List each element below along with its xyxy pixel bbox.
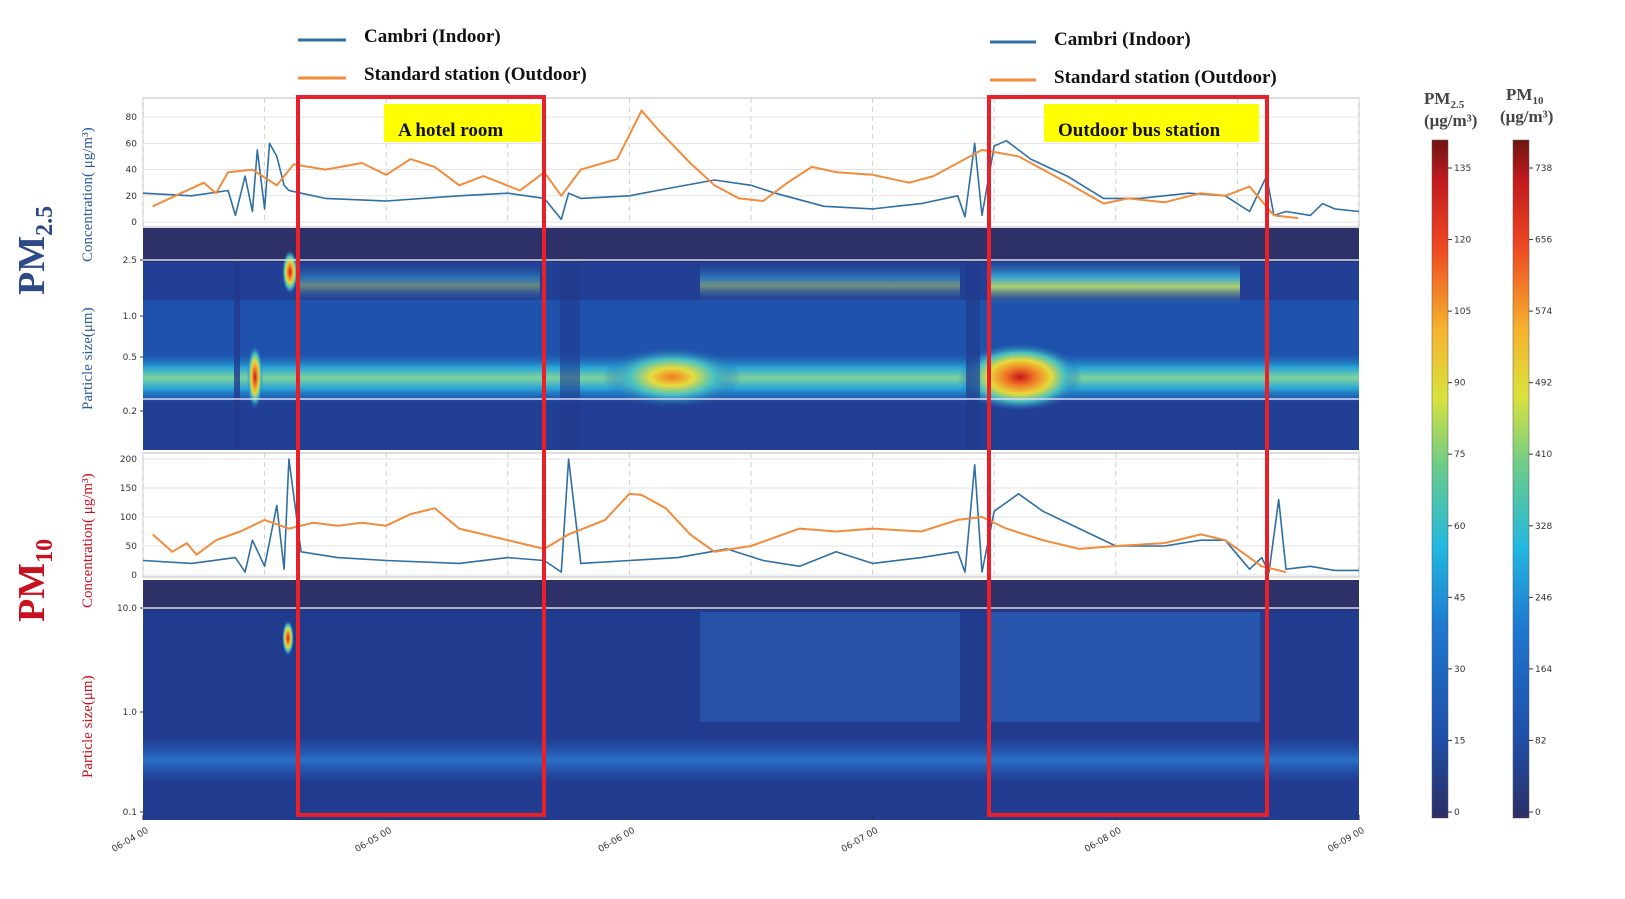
legend-left-outdoor-label: Standard station (Outdoor)	[364, 64, 587, 85]
legend-right: Cambri (Indoor) Standard station (Outdoo…	[990, 29, 1277, 88]
pm25-heatmap-dark-strip-1	[234, 262, 240, 450]
pm25-colorbar-tick-label: 105	[1454, 307, 1471, 317]
pm25-colorbar-tick-label: 30	[1454, 665, 1466, 675]
pm10-colorbar-gradient	[1512, 139, 1530, 819]
pm25-colorbar-tick-label: 120	[1454, 236, 1471, 246]
x-tick-label: 06-06 00	[597, 826, 637, 855]
pm10-heatmap-lowband	[143, 735, 1359, 785]
hotel-highlight-box	[296, 95, 546, 817]
pm25-size-ylabel: Particle size(μm)	[80, 307, 96, 410]
pm10-colorbar-title: PM10	[1506, 85, 1544, 107]
pm10-heatmap-ytick-label: 1.0	[123, 708, 138, 718]
pm25-heatmap-ytick-label: 0.2	[123, 407, 137, 417]
pm10-heatmap-ytick-label: 0.1	[123, 808, 137, 818]
pm25-heatmap-hotspot-day2	[602, 347, 742, 407]
pm25-colorbar-tick-label: 75	[1454, 450, 1465, 460]
pm10-colorbar-tick-label: 328	[1535, 522, 1552, 532]
pm10-colorbar-tick-label: 492	[1535, 379, 1552, 389]
pm10-conc-ytick-label: 200	[120, 455, 137, 465]
x-axis-ticks: 06-04 00 06-05 00 06-06 00 06-07 00 06-08 00…	[110, 815, 1367, 855]
pm25-colorbar-gradient	[1431, 139, 1449, 819]
pm25-colorbar-tick-label: 90	[1454, 379, 1466, 389]
x-tick-label: 06-09 00	[1326, 826, 1366, 855]
pm25-heatmap-topband-mid	[700, 262, 960, 302]
pm10-conc-ylabel: Concentration( μg/m³)	[80, 473, 96, 608]
x-tick-label: 06-05 00	[354, 826, 394, 855]
pm25-conc-ytick-label: 20	[126, 192, 138, 202]
pm10-conc-ytick-label: 0	[131, 571, 137, 581]
pm25-colorbar-tick-label: 45	[1454, 593, 1465, 603]
pm10-heatmap-yticks: 0.1 1.0 10.0	[117, 604, 143, 818]
legend-right-indoor-label: Cambri (Indoor)	[1054, 29, 1191, 50]
pm10-conc-lines	[142, 458, 1359, 574]
pm25-heatmap-ytick-label: 1.0	[123, 312, 138, 322]
pm25-heatmap-dark-strip-2	[560, 262, 580, 450]
pm10-colorbar-tick-label: 0	[1535, 808, 1541, 818]
pm10-colorbar-tick-label: 574	[1535, 307, 1552, 317]
pm25-heatmap-hotspot-early	[247, 345, 263, 409]
pm25-heatmap-topband-right	[990, 258, 1240, 306]
bus-annotation-label: Outdoor bus station	[1058, 120, 1221, 141]
pm10-heatmap-noise-right	[990, 612, 1260, 722]
pm25-heatmap-hotspot-early2	[282, 250, 298, 294]
pm10-conc-ytick-label: 50	[126, 542, 138, 552]
pm25-heatmap-ytick-label: 0.5	[123, 353, 137, 363]
hotel-annotation-bg	[384, 104, 541, 142]
pm25-heatmap-topband-left	[300, 262, 540, 302]
pm25-colorbar-tick-label: 135	[1454, 164, 1471, 174]
pm10-colorbar-tick-label: 82	[1535, 736, 1546, 746]
pm10-colorbar-tick-label: 656	[1535, 236, 1552, 246]
pm10-heatmap-hotspot-early	[282, 620, 294, 656]
pm25-conc-lines	[142, 109, 1360, 221]
x-tick-label: 06-07 00	[840, 826, 880, 855]
pm10-heatmap-ytick-label: 10.0	[117, 604, 137, 614]
pm10-size-ylabel: Particle size(μm)	[80, 675, 96, 778]
pm25-heatmap-dark-strip-3	[966, 262, 980, 450]
pm25-colorbar-unit: (μg/m³)	[1424, 111, 1477, 130]
pm25-conc-ytick-label: 60	[126, 139, 138, 149]
pm25-heatmap-panel: 0.2 0.5 1.0 2.5	[123, 228, 1359, 450]
pm10-heatmap-panel: 0.1 1.0 10.0	[117, 580, 1359, 820]
pm10-conc-ytick-label: 150	[120, 484, 137, 494]
pm25-conc-yticks: 0 20 40 60 80	[126, 113, 138, 228]
pm25-heatmap-ytick-label: 2.5	[123, 256, 137, 266]
pm25-colorbar-title: PM2.5	[1424, 89, 1465, 111]
pm10-conc-series-indoor	[142, 458, 1359, 573]
bus-annotation-bg	[1044, 104, 1259, 142]
pm25-heatmap-yticks: 0.2 0.5 1.0 2.5	[123, 256, 143, 417]
x-tick-label: 06-04 00	[110, 826, 150, 855]
pm10-colorbar-ticks: 738 656 574 492 410 328 246 164 82 0	[1529, 164, 1552, 818]
pm25-heatmap-lowband	[143, 352, 1359, 404]
hotel-annotation-label: A hotel room	[398, 120, 503, 141]
pm10-conc-series-outdoor	[152, 492, 1287, 574]
pm25-conc-ylabel: Concentration( μg/m³)	[80, 127, 96, 262]
pm25-row-label: PM2.5	[11, 206, 58, 295]
pm25-colorbar-tick-label: 60	[1454, 522, 1466, 532]
pm25-colorbar: PM2.5 (μg/m³) 135 120 105 90 75 60 45 30 15 0	[1424, 89, 1477, 819]
pm25-conc-series-outdoor	[152, 109, 1299, 220]
pm10-colorbar-tick-label: 246	[1535, 593, 1552, 603]
pm10-conc-ytick-label: 100	[120, 513, 137, 523]
pm10-colorbar-tick-label: 410	[1535, 450, 1552, 460]
pm25-colorbar-tick-label: 0	[1454, 808, 1460, 818]
pm25-conc-ytick-label: 80	[126, 113, 138, 123]
bus-highlight-box	[987, 95, 1269, 817]
pm10-row-label: PM10	[11, 539, 58, 622]
pm10-heatmap-noise-mid	[700, 612, 960, 722]
pm10-colorbar: PM10 (μg/m³) 738 656 574 492 410 328 246 164 82 0	[1500, 85, 1553, 819]
pm25-conc-ytick-label: 40	[126, 166, 138, 176]
pm10-conc-panel: 0 50 100 150 200	[120, 452, 1360, 581]
pm10-conc-yticks: 0 50 100 150 200	[120, 455, 137, 581]
legend-left: Cambri (Indoor) Standard station (Outdoo…	[298, 26, 587, 85]
legend-right-outdoor-label: Standard station (Outdoor)	[1054, 67, 1277, 88]
pm10-colorbar-tick-label: 164	[1535, 665, 1552, 675]
pm10-colorbar-tick-label: 738	[1535, 164, 1552, 174]
pm25-colorbar-tick-label: 15	[1454, 736, 1465, 746]
legend-left-indoor-label: Cambri (Indoor)	[364, 26, 501, 47]
pm25-colorbar-ticks: 135 120 105 90 75 60 45 30 15 0	[1448, 164, 1471, 818]
pm25-conc-ytick-label: 0	[131, 218, 137, 228]
pm10-colorbar-unit: (μg/m³)	[1500, 107, 1553, 126]
x-tick-label: 06-08 00	[1083, 826, 1123, 855]
